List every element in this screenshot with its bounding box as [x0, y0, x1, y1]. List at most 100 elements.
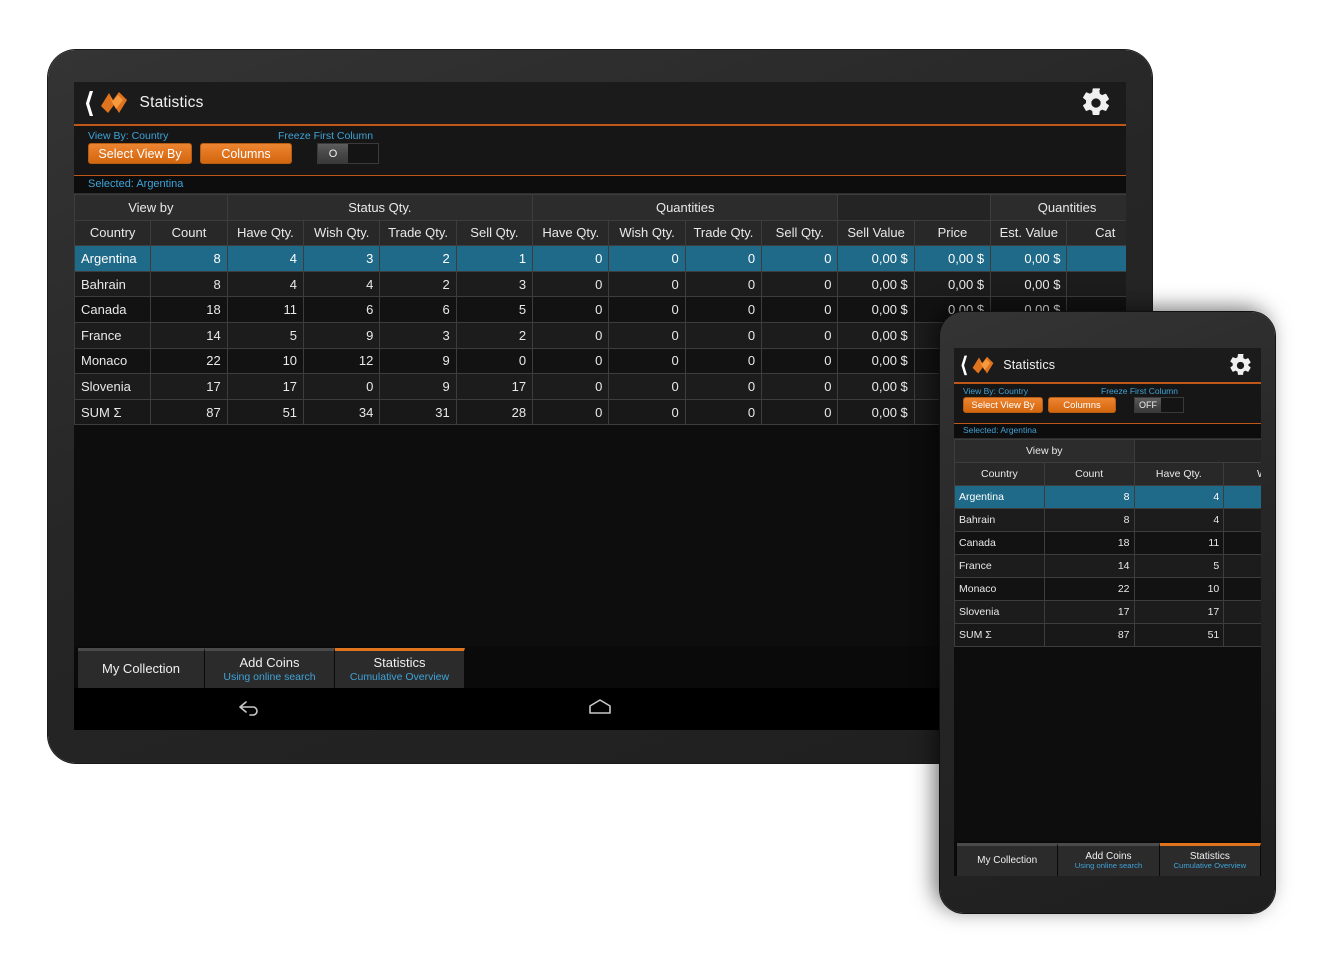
table-row[interactable]: France 14 5 [954, 554, 1261, 578]
cell-sell-value: 0,00 $ [837, 373, 915, 400]
column-header-country[interactable]: Country [74, 219, 152, 247]
cell-count: 18 [1043, 531, 1135, 555]
cell-have-qty: 17 [1133, 600, 1225, 624]
tab-statistics[interactable]: Statistics Cumulative Overview [335, 648, 465, 688]
group-header-cell: Quantities [532, 194, 839, 221]
column-header-have-qty[interactable]: Have Qty. [532, 219, 610, 247]
cell-sell-qty: 0 [761, 373, 839, 400]
select-view-by-button[interactable]: Select View By [963, 397, 1043, 413]
tab-add-coins[interactable]: Add Coins Using online search [1058, 843, 1160, 876]
cell-country: Monaco [74, 347, 152, 375]
cell-country: SUM Σ [74, 398, 152, 426]
column-header-have-qty[interactable]: Have Qty. [1133, 462, 1225, 486]
cell-have-qty: 0 [532, 373, 610, 400]
freeze-first-column-toggle[interactable]: O [317, 143, 379, 164]
column-header-est-value[interactable]: Est. Value [990, 219, 1068, 247]
cell-have-qty: 4 [1133, 485, 1225, 509]
cell-sell-qty: 0 [455, 347, 534, 375]
gear-icon[interactable] [1228, 353, 1253, 378]
table-body: Argentina 8 4 Bahrain 8 4 Canada 18 11 France 14 5 M… [954, 485, 1261, 647]
cell-trade-qty: 2 [379, 270, 457, 298]
table-row[interactable]: Monaco 22 10 [954, 577, 1261, 601]
column-header-wish-qty[interactable]: Wish Qty. [303, 219, 381, 247]
column-header-wish[interactable]: Wish [1223, 462, 1261, 486]
statistics-table: View by Status Qty. Quantities Quantities C… [74, 194, 1126, 426]
cell-cat [1066, 245, 1126, 272]
table-row[interactable]: Bahrain 8 4 [954, 508, 1261, 532]
tab-subtitle: Cumulative Overview [349, 670, 450, 683]
group-header-cell: View by [954, 439, 1135, 463]
cell-wish-qty: 12 [303, 347, 381, 375]
column-header-cat[interactable]: Cat [1066, 219, 1126, 247]
toggle-track [348, 144, 378, 163]
cell-sell-qty: 0 [761, 347, 839, 375]
cell-sell-qty: 2 [455, 321, 534, 349]
tab-my-collection[interactable]: My Collection [78, 648, 205, 688]
freeze-first-column-label: Freeze First Column [278, 130, 374, 142]
columns-button[interactable]: Columns [1048, 397, 1116, 413]
columns-button[interactable]: Columns [200, 143, 292, 164]
toggle-knob-label: O [318, 144, 348, 163]
table-row[interactable]: Bahrain 8 4 4 2 3 0 0 0 0 0,00 $0,00 $0,00 $ [74, 270, 1126, 298]
column-header-row: Country Count Have Qty. Wish Qty. Trade Qty.… [74, 219, 1126, 247]
tab-title: My Collection [977, 855, 1038, 867]
group-header-cell: View by [74, 194, 228, 221]
column-header-country[interactable]: Country [954, 462, 1045, 486]
cell-have-qty: 17 [226, 373, 305, 400]
cell-sell-value: 0,00 $ [837, 270, 915, 298]
column-header-sell-value[interactable]: Sell Value [837, 219, 915, 247]
freeze-first-column-toggle[interactable]: OFF [1134, 397, 1184, 413]
cell-have-qty: 51 [226, 398, 305, 426]
table-row[interactable]: SUM Σ 87 51 [954, 623, 1261, 647]
column-header-have-qty[interactable]: Have Qty. [226, 219, 305, 247]
page-title: Statistics [139, 94, 204, 111]
cell-trade-qty: 0 [684, 321, 763, 349]
select-view-by-button[interactable]: Select View By [88, 143, 192, 164]
lightning-bolt-icon [99, 90, 129, 116]
cell-sell-value: 0,00 $ [837, 245, 915, 272]
gear-icon[interactable] [1080, 87, 1112, 119]
cell-country: Monaco [954, 577, 1045, 601]
tab-statistics[interactable]: Statistics Cumulative Overview [1159, 843, 1261, 876]
cell-have-qty: 4 [226, 245, 305, 272]
android-home-icon[interactable] [586, 697, 614, 722]
cell-trade-qty: 0 [684, 398, 763, 426]
table-row[interactable]: Canada 18 11 [954, 531, 1261, 555]
column-header-trade-qty[interactable]: Trade Qty. [684, 219, 763, 247]
column-header-wish-qty[interactable]: Wish Qty. [608, 219, 686, 247]
column-header-sell-qty[interactable]: Sell Qty. [455, 219, 534, 247]
tab-my-collection[interactable]: My Collection [957, 843, 1059, 876]
tab-title: Statistics [1189, 850, 1230, 862]
column-header-sell-qty[interactable]: Sell Qty. [761, 219, 839, 247]
cell-sell-qty: 3 [455, 270, 534, 298]
group-header-row: View by [954, 439, 1261, 463]
control-labels-row: View By: Country Freeze First Column [88, 129, 1126, 143]
back-chevron-icon[interactable]: ⟨ [960, 353, 969, 377]
table-row[interactable]: Slovenia 17 17 [954, 600, 1261, 624]
cell-wish-qty: 9 [303, 321, 381, 349]
table-row[interactable]: Argentina 8 4 3 2 1 0 0 0 0 0,00 $0,00 $0,00 $ [74, 245, 1126, 272]
column-header-count[interactable]: Count [150, 219, 228, 247]
table-row[interactable]: Argentina 8 4 [954, 485, 1261, 509]
cell-est-value: 0,00 $ [990, 270, 1068, 298]
column-header-count[interactable]: Count [1043, 462, 1135, 486]
control-buttons-row: Select View By Columns OFF [963, 397, 1261, 413]
cell-wish-qty: 6 [303, 296, 381, 323]
cell-count: 22 [150, 347, 228, 375]
cell-count: 14 [150, 321, 228, 349]
back-chevron-icon[interactable]: ⟨ [84, 87, 95, 118]
cell-count: 14 [1043, 554, 1135, 578]
cell-sell-qty: 28 [455, 398, 534, 426]
tab-add-coins[interactable]: Add Coins Using online search [205, 648, 335, 688]
toggle-knob-label: OFF [1135, 398, 1161, 412]
column-header-price[interactable]: Price [913, 219, 992, 247]
cell-country: Canada [74, 296, 152, 323]
cell-wish [1223, 600, 1261, 624]
action-bar-phone: ⟨ Statistics [954, 348, 1261, 384]
android-back-icon[interactable] [236, 697, 262, 722]
cell-have-qty: 0 [532, 245, 610, 272]
column-header-trade-qty[interactable]: Trade Qty. [379, 219, 457, 247]
